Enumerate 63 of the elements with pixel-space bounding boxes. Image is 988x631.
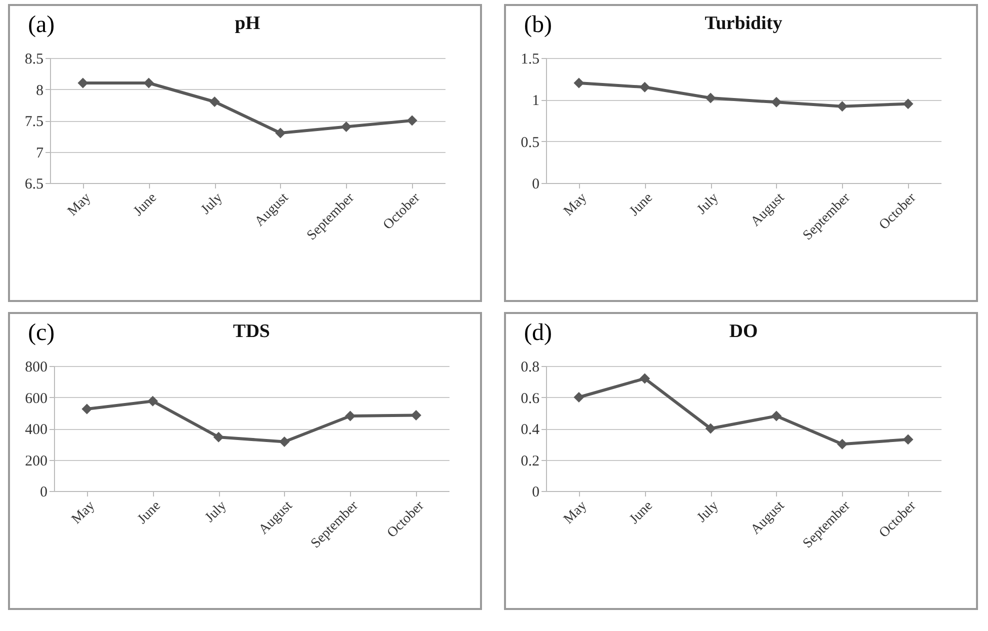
point bbox=[410, 410, 422, 420]
point bbox=[275, 128, 286, 138]
y-tick-label: 8 bbox=[36, 82, 44, 99]
point bbox=[902, 98, 914, 110]
point bbox=[837, 438, 848, 450]
point bbox=[705, 423, 716, 434]
y-tick-label: 0.5 bbox=[520, 134, 540, 151]
point bbox=[574, 392, 584, 402]
point bbox=[902, 434, 914, 445]
text: (b) bbox=[524, 12, 552, 39]
y-tick-label: 6.5 bbox=[24, 176, 44, 192]
y-tick-label: 200 bbox=[25, 453, 48, 470]
chart-title: TDS bbox=[233, 321, 270, 342]
point bbox=[213, 432, 224, 442]
y-tick-label: 8.5 bbox=[24, 52, 44, 68]
x-tick-label: May bbox=[65, 190, 94, 220]
point bbox=[406, 115, 418, 126]
x-tick-label: June bbox=[627, 498, 656, 528]
y-tick-label: 0 bbox=[532, 484, 540, 500]
x-tick-label: July bbox=[694, 190, 722, 218]
point bbox=[837, 101, 848, 112]
y-tick-label: 7 bbox=[36, 145, 44, 162]
y-tick-label: 0 bbox=[532, 176, 540, 192]
x-tick-label: July bbox=[198, 190, 226, 218]
x-tick-label: June bbox=[135, 498, 164, 528]
point bbox=[82, 404, 92, 414]
point bbox=[771, 96, 782, 108]
y-tick-label: 0.6 bbox=[520, 390, 540, 407]
x-tick-label: July bbox=[694, 498, 722, 526]
text: (a) bbox=[28, 12, 55, 39]
point bbox=[209, 96, 220, 107]
chart-title: pH bbox=[234, 13, 260, 34]
point bbox=[144, 78, 154, 88]
y-tick-label: 0.4 bbox=[520, 422, 540, 438]
point bbox=[771, 410, 782, 422]
point bbox=[574, 78, 584, 88]
y-tick-label: 800 bbox=[25, 360, 48, 376]
text: (d) bbox=[524, 320, 552, 347]
x-tick-label: July bbox=[202, 498, 230, 526]
y-tick-label: 0.2 bbox=[520, 453, 540, 470]
point bbox=[345, 410, 356, 422]
text: (c) bbox=[28, 320, 55, 347]
chart-title: Turbidity bbox=[704, 13, 783, 34]
x-tick-label: May bbox=[69, 498, 98, 528]
y-tick-label: 0.8 bbox=[520, 360, 540, 376]
y-tick-label: 600 bbox=[25, 390, 48, 407]
point bbox=[78, 78, 88, 88]
x-tick-label: May bbox=[561, 190, 590, 220]
point bbox=[705, 92, 716, 104]
point bbox=[279, 436, 290, 448]
point bbox=[640, 373, 650, 384]
point bbox=[341, 122, 352, 132]
y-tick-label: 0 bbox=[40, 484, 48, 500]
point bbox=[640, 82, 650, 92]
y-tick-label: 7.5 bbox=[24, 114, 44, 130]
y-tick-label: 400 bbox=[25, 422, 48, 438]
chart-title: DO bbox=[729, 321, 758, 342]
y-tick-label: 1 bbox=[532, 93, 540, 110]
x-tick-label: May bbox=[561, 498, 590, 528]
y-tick-label: 1.5 bbox=[520, 52, 540, 68]
x-tick-label: June bbox=[627, 190, 656, 220]
point bbox=[148, 396, 158, 406]
x-tick-label: June bbox=[131, 190, 160, 220]
